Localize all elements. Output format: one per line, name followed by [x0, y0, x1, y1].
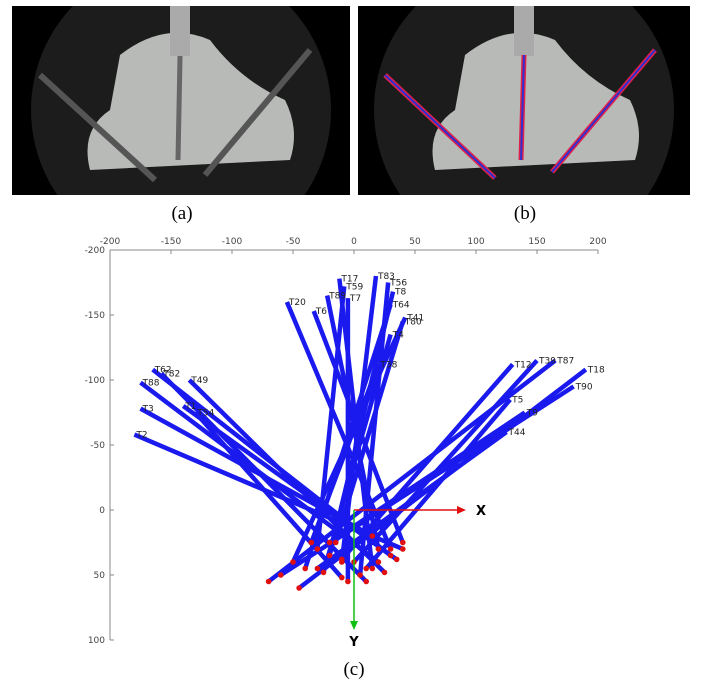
tool-label: T44: [508, 428, 526, 438]
y-tick-label: -150: [85, 311, 106, 321]
tool-tip: [387, 546, 394, 552]
tool-label: T7: [349, 294, 361, 304]
x-tick-label: -50: [286, 237, 301, 247]
tool-segment: [316, 430, 508, 571]
tool-label: T2: [135, 431, 147, 441]
tool-label: T38: [379, 360, 397, 370]
tool-label: T56: [389, 279, 407, 289]
photo-a: [12, 6, 350, 195]
tool-tip: [387, 552, 394, 559]
x-tick-label: 150: [528, 237, 545, 247]
tool-label: T41: [406, 314, 424, 324]
tool-label: T83: [377, 272, 395, 282]
x-tick-label: 200: [589, 237, 606, 247]
x-tick-label: 100: [467, 237, 484, 247]
tool-label: T4: [392, 331, 404, 341]
tool-tip: [400, 546, 406, 552]
photo-b: [358, 6, 690, 195]
y-tick-label: -50: [90, 441, 105, 451]
tool-label: T1: [184, 402, 196, 412]
tool-tip: [339, 556, 345, 563]
tool-tip: [332, 539, 339, 546]
caption: (b): [514, 203, 536, 224]
tool-tip: [320, 569, 327, 576]
tool-label: T64: [392, 301, 410, 311]
tool-label: T20: [288, 298, 306, 308]
tool-tip: [296, 585, 302, 591]
tool-segment: [333, 320, 405, 544]
tool-segment: [328, 410, 527, 545]
tool-tip: [375, 546, 382, 552]
y-tick-label: -200: [85, 246, 106, 256]
tool-label: T9: [526, 409, 538, 419]
y-arrow-head: [350, 621, 358, 630]
y-tick-label: 100: [88, 636, 105, 646]
tool-tip: [302, 565, 309, 572]
tool-segment: [181, 404, 399, 562]
tool-tip: [393, 556, 400, 563]
tool-tip: [375, 559, 382, 565]
tool-label: T6: [315, 307, 327, 317]
tool-tip: [265, 578, 272, 585]
tool-tip: [369, 533, 376, 539]
x-tick-label: -150: [161, 237, 182, 247]
y-tick-label: 0: [99, 506, 105, 516]
tool-label: T80: [404, 318, 422, 328]
x-tick-label: 0: [351, 237, 357, 247]
tool-tip: [314, 546, 321, 552]
tool-segment: [139, 406, 374, 538]
tool-segment: [352, 358, 539, 564]
tool-label: T12: [514, 360, 532, 370]
tool-label: T39: [538, 357, 556, 367]
tool-label: T87: [556, 357, 574, 367]
tool-tip: [363, 578, 370, 585]
tool-label: T17: [340, 275, 358, 285]
tool-tip: [381, 569, 388, 576]
x-tick-label: -100: [222, 237, 243, 247]
caption: (a): [171, 203, 192, 224]
tool-tip: [357, 572, 363, 578]
plot: -200 -150 -100 -50 0 50 100 150 200 -200 -150 -100 -…: [85, 237, 607, 650]
tool-tip: [369, 565, 376, 572]
tool-tip: [326, 539, 333, 546]
tool-label: T90: [575, 383, 593, 393]
tool-tip: [345, 578, 351, 585]
tool-segment: [364, 398, 512, 570]
x-tick-label: 50: [409, 237, 421, 247]
tool-label: T3: [142, 405, 154, 415]
tool-label: T54: [196, 409, 214, 419]
tool-label: T49: [190, 376, 208, 386]
y-tick-label: -100: [85, 376, 106, 386]
x-arrow-head: [457, 506, 466, 514]
tool-label: T89: [328, 292, 346, 302]
tool-tip: [400, 539, 406, 546]
tool-tip: [290, 559, 296, 565]
tool-tip: [308, 539, 315, 546]
tool-label: T62: [154, 366, 172, 376]
y-frame-label: Y: [348, 635, 359, 650]
tool-label: T8: [394, 288, 406, 298]
tool-tip: [339, 574, 345, 581]
caption: (c): [343, 659, 364, 680]
x-tick-label: -200: [100, 237, 121, 247]
tool-tip: [314, 565, 321, 572]
tool-label: T5: [511, 396, 523, 406]
tool-label: T59: [345, 282, 363, 292]
tool-tip: [278, 572, 284, 578]
tool-label: T88: [142, 379, 160, 389]
x-frame-label: X: [476, 504, 486, 519]
tool-label: T18: [587, 366, 605, 376]
tool-segment: [193, 411, 344, 580]
tool-segment: [267, 358, 557, 584]
tool-segment: [284, 301, 393, 550]
tool-label: T82: [162, 370, 180, 380]
y-tick-label: 50: [94, 571, 106, 581]
tool-tip: [363, 565, 370, 572]
tool-tip: [326, 552, 333, 559]
